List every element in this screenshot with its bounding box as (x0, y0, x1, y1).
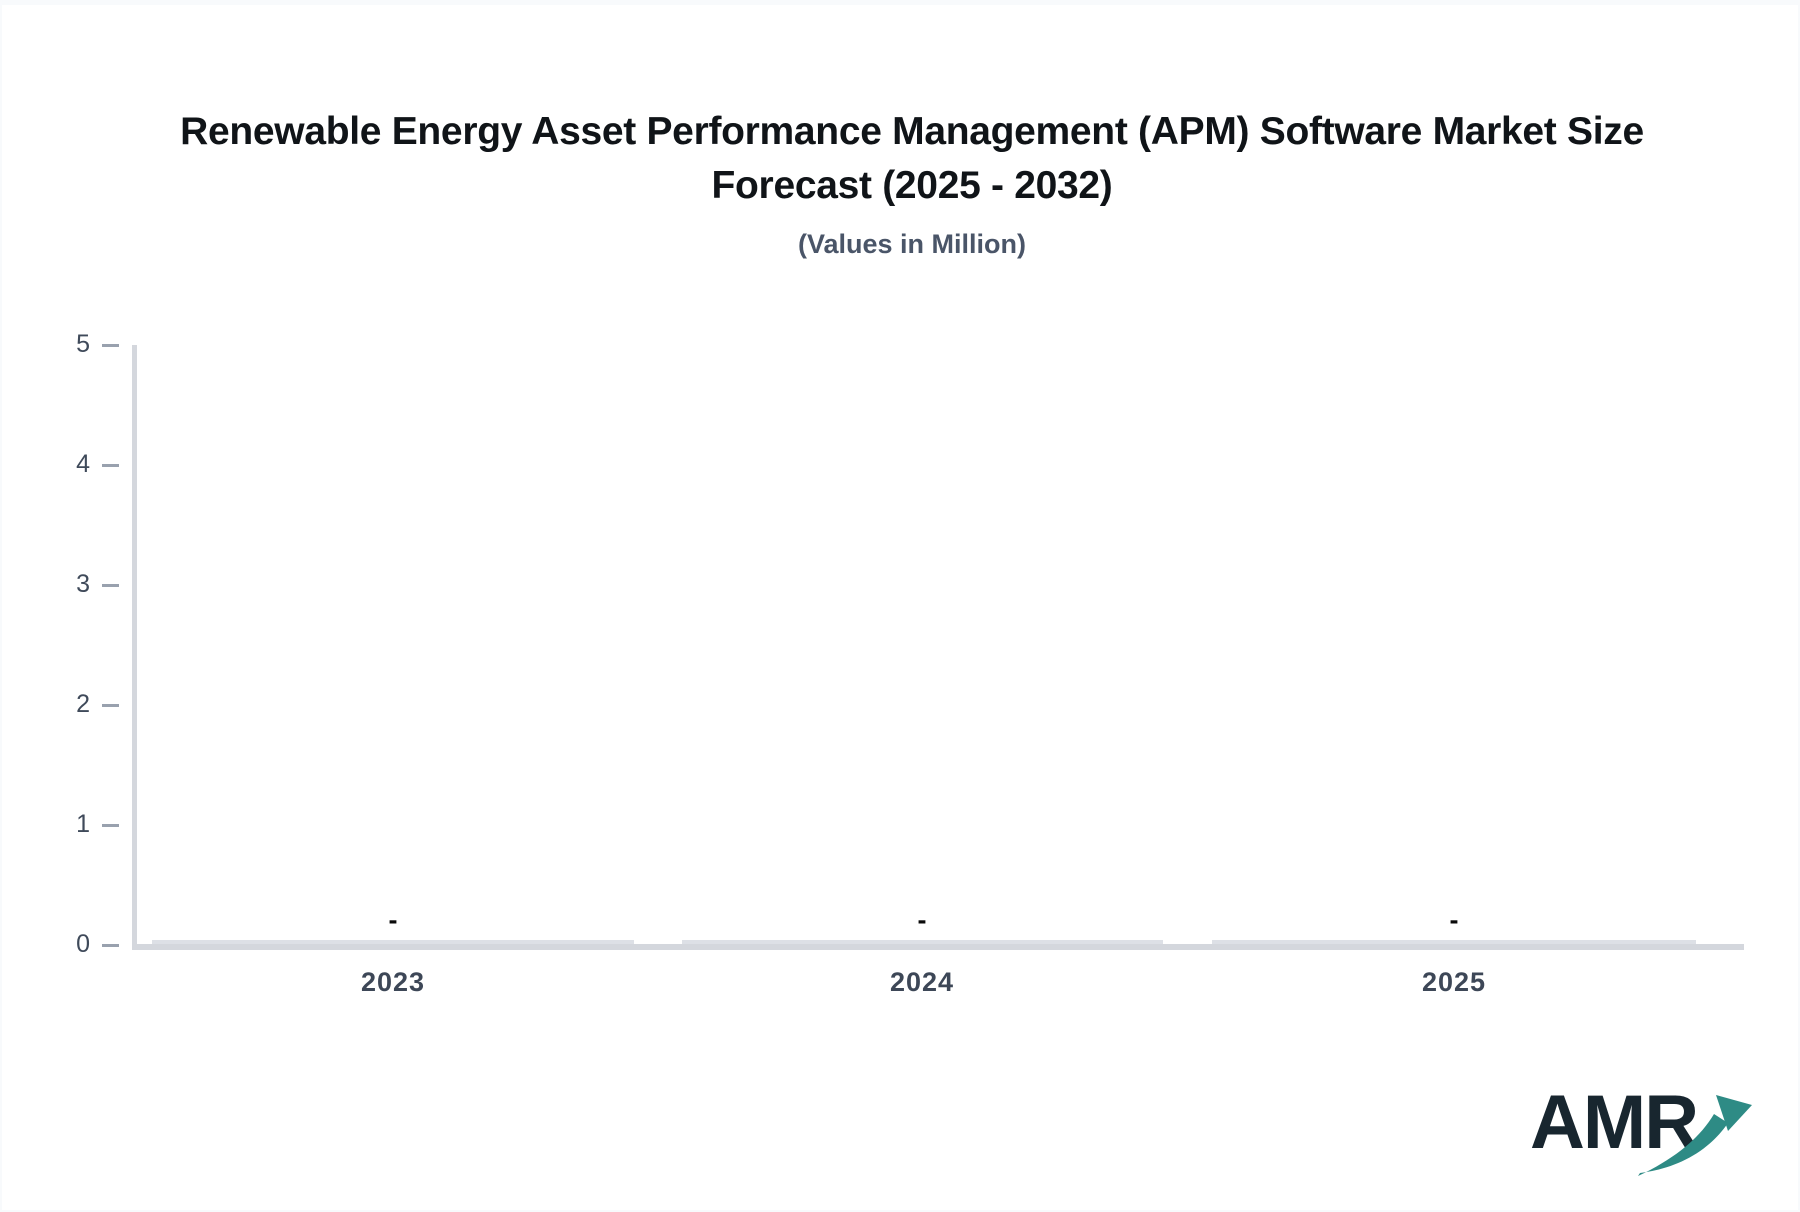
y-tick-mark (102, 944, 119, 947)
y-tick-mark (102, 824, 119, 827)
amr-logo-arrow-icon (1638, 1095, 1752, 1176)
amr-logo-text: AMR (1530, 1080, 1699, 1165)
value-label-2025: - (1449, 905, 1459, 935)
bar-2023 (152, 940, 634, 944)
value-label-2023: - (388, 905, 398, 935)
bar-2025 (1212, 940, 1696, 944)
x-tick-label-2025: 2025 (1421, 967, 1487, 997)
chart-subtitle: (Values in Million) (797, 229, 1027, 259)
chart-title-line2: Forecast (2025 - 2032) (711, 164, 1113, 207)
y-tick-label: 5 (76, 330, 90, 358)
y-tick-mark (102, 464, 119, 467)
chart-title-line1: Renewable Energy Asset Performance Manag… (180, 110, 1644, 153)
y-tick-label: 3 (76, 570, 90, 598)
y-tick-label: 0 (76, 930, 90, 958)
x-axis-line (132, 944, 1744, 950)
y-tick-mark (102, 584, 119, 587)
x-tick-label-2024: 2024 (889, 967, 955, 997)
amr-logo: AMR (1530, 1080, 1752, 1185)
value-label-2024: - (917, 905, 927, 935)
x-tick-label-2023: 2023 (360, 967, 426, 997)
bar-2024 (682, 940, 1163, 944)
y-tick-label: 2 (76, 690, 90, 718)
y-tick-mark (102, 704, 119, 707)
y-tick-label: 4 (76, 450, 90, 478)
y-axis-line (132, 345, 137, 950)
y-tick-mark (102, 344, 119, 347)
y-tick-label: 1 (76, 810, 90, 838)
